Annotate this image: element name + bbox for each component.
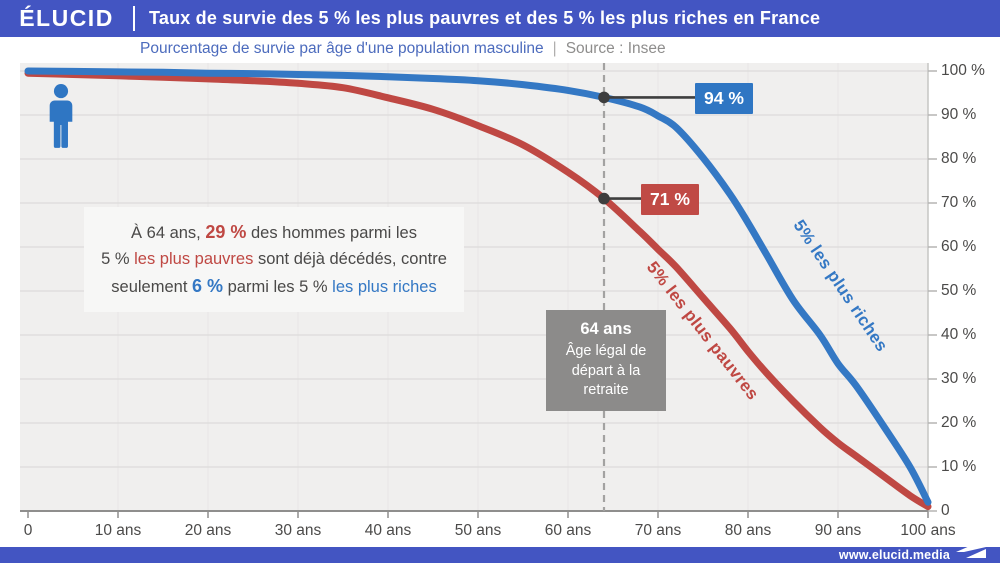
x-tick-label: 100 ans (900, 522, 956, 539)
y-tick-label: 20 % (941, 414, 977, 431)
y-tick-label: 70 % (941, 194, 977, 211)
x-tick-label: 80 ans (724, 522, 772, 539)
source-label: Source : Insee (565, 39, 666, 57)
header-divider (133, 6, 135, 31)
x-tick-label: 20 ans (184, 522, 232, 539)
annotation-line: 5 % les plus pauvres sont déjà décédés, … (101, 249, 447, 268)
header-bar: ÉLUCID Taux de survie des 5 % les plus p… (0, 0, 1000, 37)
y-tick-label: 0 (941, 502, 950, 519)
footer-bar (0, 547, 1000, 563)
retirement-age-caption: Âge légal de départ à la retraite (565, 343, 647, 399)
y-tick-label: 40 % (941, 326, 977, 343)
retirement-age-box: 64 ans Âge légal de départ à la retraite (546, 310, 666, 411)
subtitle-text: Pourcentage de survie par âge d'une popu… (140, 39, 544, 57)
value-badge-riches: 94 % (695, 83, 753, 114)
annotation-line: À 64 ans, 29 % des hommes parmi les (131, 222, 417, 242)
insight-annotation: À 64 ans, 29 % des hommes parmi les 5 % l… (84, 207, 464, 313)
subtitle-separator: | (552, 39, 557, 57)
retirement-age-value: 64 ans (580, 320, 632, 338)
x-tick-label: 70 ans (634, 522, 682, 539)
x-tick-label: 10 ans (94, 522, 142, 539)
annotation-line: seulement 6 % parmi les 5 % les plus ric… (111, 276, 437, 297)
y-tick-label: 50 % (941, 282, 977, 299)
y-tick-label: 60 % (941, 238, 977, 255)
y-tick-label: 100 % (941, 62, 985, 79)
elucid-flag-icon (956, 534, 986, 563)
elucid-logo: ÉLUCID (19, 5, 114, 31)
y-tick-label: 90 % (941, 106, 977, 123)
x-tick-label: 60 ans (544, 522, 592, 539)
page-title: Taux de survie des 5 % les plus pauvres … (149, 8, 821, 28)
x-tick-label: 90 ans (814, 522, 862, 539)
y-tick-label: 30 % (941, 370, 977, 387)
y-tick-label: 80 % (941, 150, 977, 167)
website-link[interactable]: www.elucid.media (838, 548, 950, 562)
x-tick-label: 40 ans (364, 522, 412, 539)
chart-subtitle: Pourcentage de survie par âge d'une popu… (140, 38, 666, 59)
x-tick-label: 50 ans (454, 522, 502, 539)
value-badge-pauvres: 71 % (641, 184, 699, 215)
y-tick-label: 10 % (941, 458, 977, 475)
person-icon (42, 84, 80, 155)
x-tick-label: 0 (23, 522, 33, 539)
x-tick-label: 30 ans (274, 522, 322, 539)
